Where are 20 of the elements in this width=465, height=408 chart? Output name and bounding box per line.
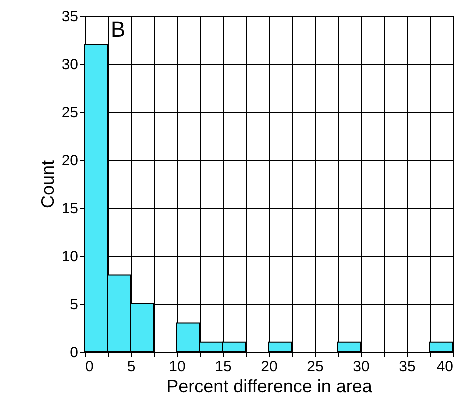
annotation: B [111,17,126,42]
x-tick-label: 35 [399,358,416,376]
x-tick-label: 10 [169,358,186,376]
y-tick-label: 10 [62,248,78,266]
x-tick-label: 15 [215,358,232,376]
x-tick-label: 40 [436,358,454,376]
x-tick-label: 20 [261,358,278,376]
x-tick-label: 30 [353,358,370,376]
y-axis-title: Count [38,160,58,209]
y-tick-label: 15 [62,200,78,218]
y-tick-label: 0 [70,344,78,362]
x-tick-label: 5 [127,358,136,376]
x-axis-title: Percent difference in area [166,376,374,396]
y-tick-label: 35 [62,8,78,26]
x-tick-label: 25 [307,358,324,376]
y-tick-label: 25 [62,104,78,122]
y-tick-label: 5 [70,296,78,314]
y-tick-label: 30 [62,56,78,74]
y-tick-label: 20 [62,152,78,170]
x-tick-label: 0 [86,358,94,376]
